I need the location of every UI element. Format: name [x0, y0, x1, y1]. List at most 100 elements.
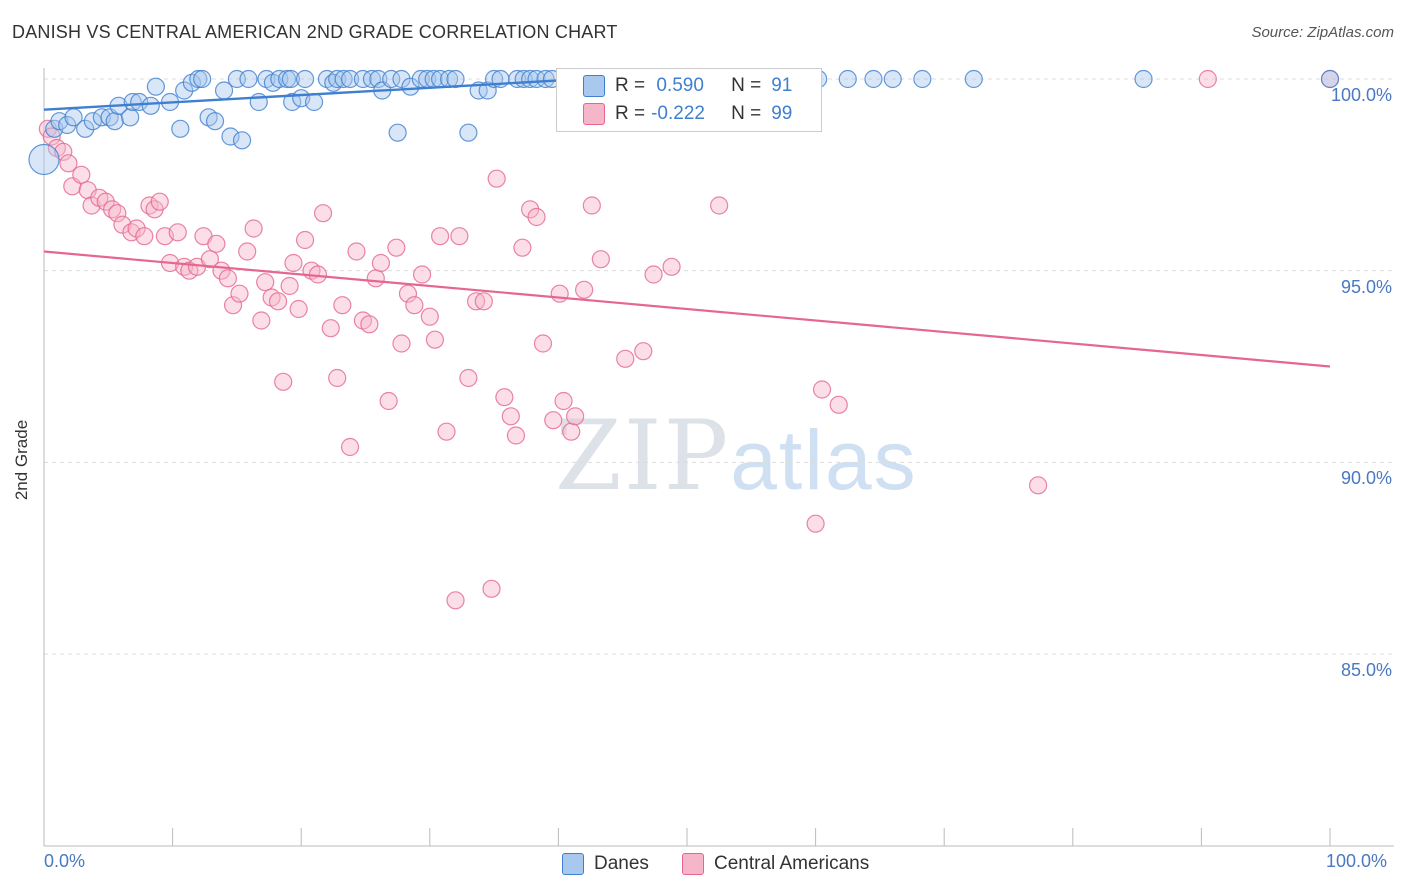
central-americans-point: [474, 292, 493, 311]
central-r-label: R =: [615, 103, 646, 124]
central-americans-point: [360, 315, 379, 334]
central-americans-point: [446, 591, 465, 610]
danes-point: [864, 69, 883, 89]
central-americans-point: [450, 227, 469, 246]
central-americans-trend-line: [43, 250, 1331, 368]
danes-point: [193, 69, 212, 89]
legend-danes-swatch: [562, 853, 584, 875]
danes-point: [340, 69, 360, 89]
central-americans-point: [513, 238, 532, 257]
x-tick-label-max: 100.0%: [1326, 851, 1388, 871]
legend-central-americans-swatch: [682, 853, 704, 875]
danes-point: [295, 69, 315, 89]
danes-point: [328, 69, 347, 89]
central-americans-point: [575, 280, 594, 299]
trend-lines: [43, 77, 1331, 368]
legend-danes[interactable]: Danes: [562, 853, 649, 875]
central-americans-point: [430, 227, 450, 246]
central-americans-point: [482, 579, 501, 598]
central-americans-point: [487, 169, 506, 188]
grid-lines: [44, 78, 1394, 655]
central-americans-point: [268, 292, 288, 311]
central-americans-point: [366, 269, 385, 288]
central-americans-point: [466, 292, 486, 311]
central-americans-point: [616, 349, 635, 368]
danes-r-value: 0.590: [651, 75, 704, 96]
danes-point: [76, 119, 95, 138]
central-americans-point: [420, 307, 439, 326]
central-americans-point: [829, 395, 848, 414]
central-americans-point: [108, 204, 127, 223]
danes-point: [283, 92, 302, 112]
central-americans-point: [662, 257, 681, 276]
central-americans-point: [566, 407, 585, 426]
danes-point: [130, 92, 149, 112]
central-americans-point: [533, 334, 553, 353]
danes-point: [304, 92, 324, 112]
danes-point: [459, 123, 478, 142]
danes-point: [189, 69, 208, 89]
danes-point: [121, 108, 140, 127]
danes-point: [334, 69, 353, 89]
danes-n-label: N =: [731, 75, 762, 96]
danes-point: [175, 81, 194, 100]
y-tick-label-100: 100.0%: [1330, 85, 1392, 105]
danes-point: [205, 112, 225, 131]
central-americans-point: [806, 514, 825, 533]
central-americans-point: [582, 196, 601, 215]
central-americans-point: [295, 230, 315, 250]
central-americans-point: [223, 296, 243, 315]
danes-point: [1134, 69, 1153, 89]
danes-points: [28, 69, 1340, 176]
central-americans-point: [1028, 476, 1048, 495]
legend-central-americans-label: Central Americans: [714, 853, 870, 874]
central-americans-point: [591, 250, 610, 269]
axes: [43, 68, 1394, 847]
central-americans-point: [1198, 69, 1217, 89]
danes-point: [232, 131, 252, 150]
central-americans-point: [244, 219, 263, 238]
central-americans-points: [38, 69, 1340, 610]
danes-point: [369, 69, 388, 89]
chart-title: DANISH VS CENTRAL AMERICAN 2ND GRADE COR…: [12, 22, 618, 42]
danes-point: [1320, 69, 1340, 89]
central-americans-point: [634, 342, 653, 361]
legend-central-americans[interactable]: Central Americans: [682, 853, 869, 875]
central-americans-point: [200, 250, 219, 269]
central-americans-point: [127, 219, 146, 238]
stats-row-danes: R = 0.590 N = 91: [583, 75, 792, 97]
danes-point: [28, 143, 60, 176]
danes-point: [536, 69, 555, 89]
central-americans-swatch: [583, 103, 605, 125]
central-americans-point: [437, 422, 456, 441]
central-americans-point: [328, 368, 347, 388]
central-americans-point: [412, 265, 432, 284]
central-americans-point: [501, 407, 520, 426]
central-r-value: -0.222: [651, 103, 705, 124]
danes-point: [281, 69, 301, 89]
danes-n-value: 91: [771, 75, 793, 96]
danes-point: [838, 69, 857, 89]
watermark: ZIPatlas: [555, 400, 918, 512]
central-americans-point: [238, 242, 257, 261]
central-americans-point: [207, 234, 226, 253]
central-americans-point: [644, 265, 663, 284]
central-americans-point: [321, 319, 340, 338]
central-americans-point: [82, 196, 101, 215]
central-americans-point: [284, 253, 303, 273]
central-americans-point: [710, 196, 729, 215]
central-americans-point: [495, 388, 514, 407]
central-americans-point: [405, 296, 424, 315]
danes-point: [171, 119, 190, 138]
danes-point: [913, 69, 932, 89]
central-americans-point: [72, 165, 91, 184]
danes-point: [964, 69, 983, 89]
danes-point: [105, 112, 124, 131]
central-americans-point: [313, 204, 333, 223]
danes-point: [277, 69, 297, 89]
stats-row-central-americans: R = -0.222 N = 99: [583, 103, 792, 125]
central-americans-point: [550, 284, 569, 303]
danes-r-label: R =: [615, 75, 646, 96]
danes-point: [401, 77, 420, 96]
